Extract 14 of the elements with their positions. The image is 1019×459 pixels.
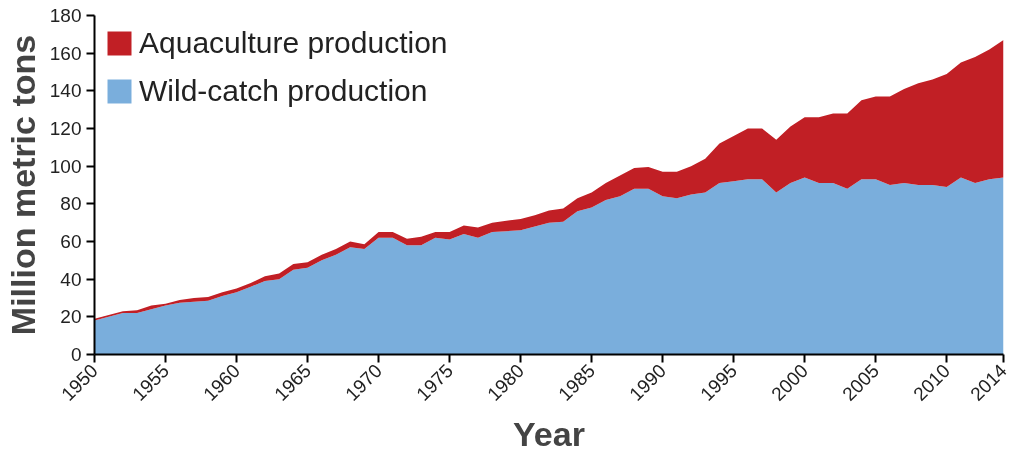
x-axis-title: Year (513, 414, 585, 453)
y-tick-label: 0 (70, 344, 82, 365)
y-tick-label: 40 (60, 268, 82, 290)
y-tick-label: 20 (60, 306, 82, 328)
y-tick-label: 100 (49, 155, 82, 177)
legend-label: Aquaculture production (139, 25, 448, 61)
y-tick-label: 120 (49, 118, 82, 139)
y-tick-label: 80 (60, 193, 82, 215)
y-tick-label: 160 (49, 42, 82, 64)
legend-label: Wild-catch production (139, 73, 428, 109)
y-tick-label: 180 (49, 5, 82, 26)
y-axis-title: Million metric tons (3, 34, 42, 336)
y-tick-label: 140 (49, 80, 82, 102)
y-tick-label: 60 (60, 231, 82, 252)
